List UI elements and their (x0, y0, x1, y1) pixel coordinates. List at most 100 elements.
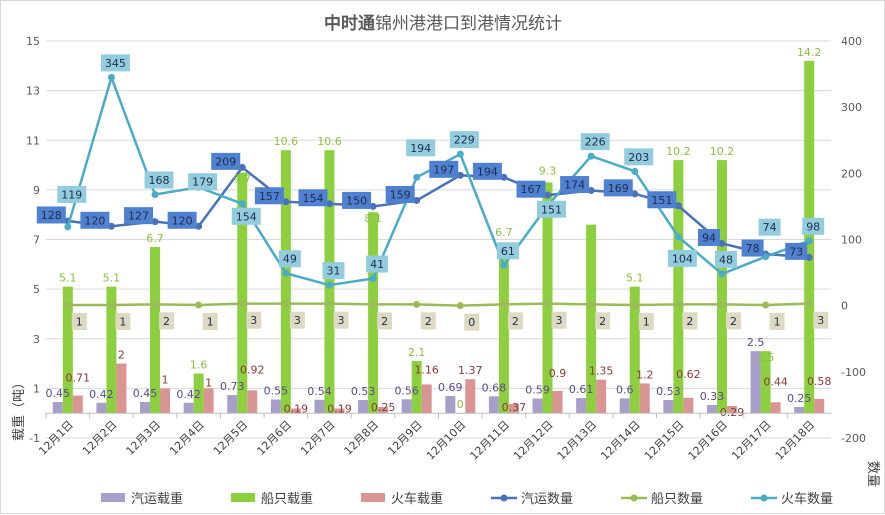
line-point (631, 190, 639, 198)
bar-label: 2.5 (747, 336, 765, 349)
line-label: 1 (202, 313, 218, 331)
line-data-label: 104 (672, 252, 693, 265)
line-label: 167 (516, 180, 546, 198)
line-point (413, 300, 421, 308)
bar-label: 10.6 (274, 135, 299, 148)
bar-data-label: 0.68 (482, 381, 507, 394)
bar-label: 0.55 (264, 385, 289, 398)
bar-label: 0.42 (176, 388, 201, 401)
line-data-label: 154 (302, 192, 323, 205)
line-data-label: 2 (512, 315, 519, 328)
bar-1 (270, 399, 281, 414)
line-label: 2 (595, 312, 611, 330)
line-label-box (80, 211, 110, 229)
bar-3 (421, 384, 432, 414)
bar-data-label: 5.1 (626, 272, 644, 285)
bar-data-label: 10.6 (274, 135, 299, 148)
line-label: 49 (278, 250, 301, 268)
line-label: 1 (71, 313, 87, 331)
bar-3 (160, 388, 171, 414)
legend-swatch (231, 493, 255, 502)
bar-3 (596, 379, 607, 414)
line-series-3 (66, 73, 810, 287)
line-point (282, 300, 290, 308)
bar-data-label: 9.3 (539, 164, 557, 177)
line-label: 74 (758, 218, 781, 236)
line-point (107, 222, 115, 230)
legend-label: 汽运载重 (131, 491, 183, 507)
line-data-label: 98 (806, 220, 820, 233)
line-label-box (516, 180, 546, 198)
line-label-box (758, 218, 781, 236)
y2-tick-label: 400 (841, 35, 862, 48)
bar-data-label: 2 (118, 349, 125, 362)
line-point (805, 237, 813, 245)
line-label: 151 (537, 200, 567, 218)
line-label: 78 (741, 239, 764, 257)
line-label-box (71, 313, 87, 331)
line-label-box (785, 242, 808, 260)
bar-2 (150, 246, 161, 414)
line-point (674, 300, 682, 308)
line-data-label: 3 (294, 314, 301, 327)
line-point (456, 302, 464, 310)
bar-1 (314, 399, 325, 414)
lines (64, 73, 813, 310)
bar-data-label: 0.58 (807, 375, 832, 388)
line-label: 94 (697, 228, 720, 246)
line-point (587, 152, 595, 160)
line-label: 209 (211, 152, 241, 170)
line-label: 73 (785, 242, 808, 260)
bar-label: 0.54 (307, 385, 332, 398)
line-label-box (638, 313, 654, 331)
line-point (718, 239, 726, 247)
line-label-box (342, 191, 372, 209)
line-point (325, 281, 333, 289)
line-point (107, 301, 115, 309)
line-label-box (278, 250, 301, 268)
y-tick-label: 1 (33, 382, 40, 395)
bar-1 (401, 399, 412, 414)
bar-data-label: 1.16 (414, 363, 439, 376)
line-data-label: 2 (381, 315, 388, 328)
bar-data-label: 6.7 (495, 226, 513, 239)
bar-label: 0.44 (763, 375, 788, 388)
bar-label: 0.71 (66, 372, 91, 385)
line-label-box (377, 312, 393, 330)
bar-data-label: 0.45 (133, 387, 158, 400)
line-label: 1 (769, 313, 785, 331)
line-point (631, 167, 639, 175)
line-point (456, 150, 464, 158)
bar-data-label: 10.2 (710, 145, 735, 158)
bar-label: 1.16 (414, 363, 439, 376)
line-label-box (741, 239, 764, 257)
line-point (805, 300, 813, 308)
bar-label: 0.9 (549, 367, 567, 380)
line-label: 154 (298, 189, 328, 207)
line-data-label: 159 (390, 188, 411, 201)
legend-label: 船只数量 (651, 492, 703, 507)
bar-1 (227, 395, 238, 414)
bar-data-label: 1.6 (190, 358, 208, 371)
line-data-label: 169 (608, 182, 629, 195)
line-data-label: 174 (564, 179, 585, 192)
line-data-label: 2 (163, 315, 170, 328)
line-label: 120 (80, 211, 110, 229)
bar-label: 0.29 (720, 406, 745, 419)
bar-label: 1 (205, 376, 212, 389)
line-label: 345 (100, 54, 130, 72)
line-point (544, 191, 552, 199)
line-label-box (714, 250, 737, 268)
line-point (282, 198, 290, 206)
line-point (195, 222, 203, 230)
bar-1 (706, 404, 717, 414)
line-label: 31 (322, 262, 345, 280)
bar-label: 10.2 (710, 145, 735, 158)
x-tick-label: 12月10日 (424, 418, 469, 463)
line-label-box (697, 228, 720, 246)
line-label-box (385, 185, 415, 203)
bar-label: 10.2 (666, 145, 691, 158)
line-label: 1 (115, 313, 131, 331)
line-label-box (57, 185, 87, 203)
bar-2 (106, 286, 117, 414)
